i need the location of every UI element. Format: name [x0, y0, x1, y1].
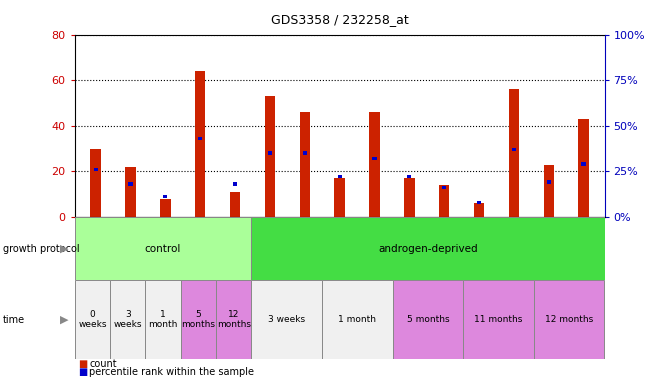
Bar	[372, 157, 376, 160]
Bar	[322, 280, 393, 359]
Text: 11 months: 11 months	[474, 315, 523, 324]
Bar	[129, 182, 133, 186]
Bar	[582, 162, 586, 166]
Bar	[198, 137, 202, 140]
Bar	[230, 192, 240, 217]
Text: 12
months: 12 months	[216, 310, 251, 329]
Bar	[509, 89, 519, 217]
Bar	[268, 151, 272, 155]
Text: ▶: ▶	[60, 243, 68, 254]
Bar	[439, 185, 449, 217]
Bar	[75, 217, 252, 280]
Bar	[303, 151, 307, 155]
Bar	[408, 175, 411, 179]
Bar	[146, 280, 181, 359]
Bar	[300, 112, 310, 217]
Bar	[265, 96, 275, 217]
Bar	[393, 280, 463, 359]
Bar	[163, 195, 168, 199]
Bar	[195, 71, 205, 217]
Bar	[474, 203, 484, 217]
Bar	[90, 149, 101, 217]
Text: time: time	[3, 314, 25, 325]
Bar	[477, 200, 481, 204]
Bar	[94, 168, 98, 171]
Text: 5
months: 5 months	[181, 310, 215, 329]
Text: ■: ■	[78, 367, 87, 377]
Bar	[463, 280, 534, 359]
Bar	[543, 164, 554, 217]
Bar	[160, 199, 170, 217]
Text: 1
month: 1 month	[148, 310, 177, 329]
Bar	[512, 148, 516, 151]
Bar	[578, 119, 589, 217]
Bar	[442, 186, 447, 189]
Bar	[181, 280, 216, 359]
Bar	[404, 178, 415, 217]
Bar	[252, 217, 604, 280]
Bar	[334, 178, 345, 217]
Text: growth protocol: growth protocol	[3, 243, 80, 254]
Text: androgen-deprived: androgen-deprived	[378, 243, 478, 254]
Bar	[216, 280, 252, 359]
Bar	[252, 280, 322, 359]
Text: 12 months: 12 months	[545, 315, 593, 324]
Text: 3 weeks: 3 weeks	[268, 315, 306, 324]
Bar	[369, 112, 380, 217]
Bar	[534, 280, 604, 359]
Text: 3
weeks: 3 weeks	[114, 310, 142, 329]
Bar	[337, 175, 342, 179]
Text: 5 months: 5 months	[407, 315, 449, 324]
Bar	[233, 182, 237, 186]
Bar	[110, 280, 146, 359]
Bar	[547, 180, 551, 184]
Text: ▶: ▶	[60, 314, 68, 325]
Bar	[125, 167, 136, 217]
Text: count: count	[89, 359, 117, 369]
Text: 0
weeks: 0 weeks	[78, 310, 107, 329]
Text: control: control	[145, 243, 181, 254]
Bar	[75, 280, 110, 359]
Text: ■: ■	[78, 359, 87, 369]
Text: percentile rank within the sample: percentile rank within the sample	[89, 367, 254, 377]
Text: 1 month: 1 month	[338, 315, 376, 324]
Text: GDS3358 / 232258_at: GDS3358 / 232258_at	[271, 13, 408, 26]
